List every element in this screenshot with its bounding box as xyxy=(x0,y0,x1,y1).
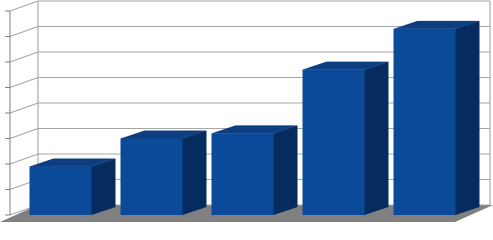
bar-top xyxy=(393,20,480,29)
bar-side xyxy=(182,130,207,215)
bar xyxy=(302,61,389,216)
grid-line-side xyxy=(9,0,39,12)
grid-line-side xyxy=(9,128,39,139)
grid-line-side xyxy=(9,26,39,37)
bar-side xyxy=(91,158,116,215)
bar-front xyxy=(393,28,456,215)
bar-front xyxy=(302,69,365,216)
bar-front xyxy=(120,138,183,215)
bar-side xyxy=(455,20,480,215)
page: {"chart_data": {"type": "bar", "categori… xyxy=(0,0,493,222)
grid-line-side xyxy=(9,51,39,63)
grid-line-side xyxy=(9,153,39,165)
bar xyxy=(211,125,298,215)
bar-top xyxy=(29,158,116,167)
grid-line-side xyxy=(9,77,39,88)
bar-front xyxy=(211,133,274,215)
bar-side xyxy=(364,61,389,216)
chart xyxy=(0,0,493,222)
bar xyxy=(120,130,207,215)
bar-side xyxy=(273,125,298,215)
bar-top xyxy=(120,130,207,139)
bar-top xyxy=(211,125,298,134)
grid-line-side xyxy=(9,102,39,114)
bar-front xyxy=(29,166,92,215)
bar-top xyxy=(302,61,389,70)
bar xyxy=(393,20,480,215)
bar xyxy=(29,158,116,215)
